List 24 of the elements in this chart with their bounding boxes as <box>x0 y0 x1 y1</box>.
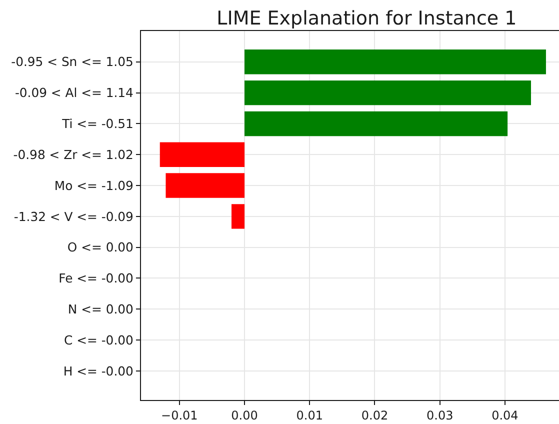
y-tick-label: -1.32 < V <= -0.09 <box>14 208 134 224</box>
bar <box>166 173 245 198</box>
bar <box>160 142 245 167</box>
y-tick-label: Fe <= -0.00 <box>58 270 134 286</box>
y-tick-label: H <= -0.00 <box>63 363 134 378</box>
y-tick-label: Mo <= -1.09 <box>54 178 134 193</box>
bar <box>244 111 508 136</box>
y-tick-label: -0.09 < Al <= 1.14 <box>14 85 134 100</box>
y-tick-label: C <= -0.00 <box>64 332 134 348</box>
y-tick-label: -0.95 < Sn <= 1.05 <box>11 54 134 70</box>
y-tick-label: Ti <= -0.51 <box>61 116 134 132</box>
x-tick-label: 0.03 <box>426 408 454 422</box>
x-tick-label: −0.01 <box>161 408 198 422</box>
y-tick-label: -0.98 < Zr <= 1.02 <box>13 146 134 162</box>
y-tick-label: O <= 0.00 <box>67 240 134 255</box>
x-tick-label: 0.00 <box>231 408 258 422</box>
chart-title: LIME Explanation for Instance 1 <box>216 8 517 30</box>
bar <box>232 204 245 229</box>
x-tick-label: 0.01 <box>296 408 323 422</box>
y-tick-label: N <= 0.00 <box>68 301 134 316</box>
x-tick-label: 0.04 <box>492 408 518 422</box>
bar <box>244 80 531 106</box>
bar <box>244 50 546 74</box>
x-tick-label: 0.02 <box>361 408 388 422</box>
